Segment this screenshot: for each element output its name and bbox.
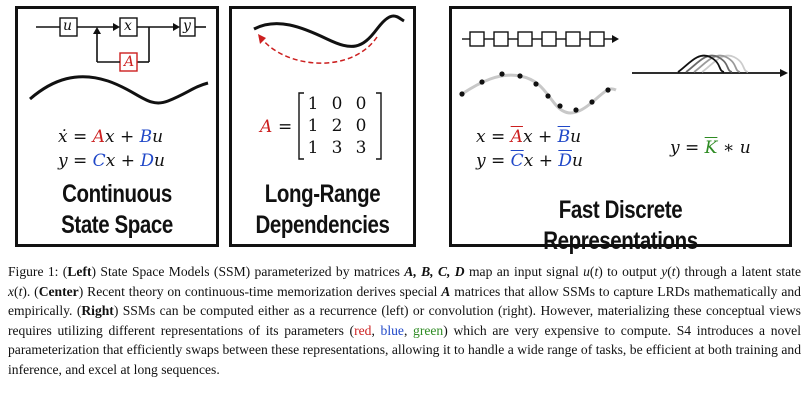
block-diagram (29, 17, 209, 105)
matrix-name: A (260, 117, 273, 137)
matrix-cell: 0 (355, 116, 367, 136)
block-u-label: u (63, 18, 73, 34)
title-state-space: State Space (61, 211, 173, 239)
matrix-cell: 1 (307, 116, 319, 136)
panel-continuous-state-space: u x y A ẋ = Ax + Bu y = Cx + Du Continuo… (15, 6, 219, 247)
recurrence-chain-diagram (462, 31, 619, 47)
figure-label: Figure 1: (8, 264, 59, 279)
sampled-signal-diagram (459, 71, 617, 115)
title-dependencies: Dependencies (255, 211, 390, 239)
equation-output: y = Cx + Du (58, 151, 165, 171)
equation-convolution: y = K ∗ u (670, 138, 751, 158)
matrix-equals: = (278, 117, 293, 137)
title-fast-discrete: Fast Discrete Representations (543, 196, 698, 255)
matrix-cell: 1 (307, 94, 319, 114)
matrix-cell: 3 (331, 138, 343, 158)
matrix-cell: 0 (355, 94, 367, 114)
block-A-label: A (124, 54, 135, 70)
matrix-cell: 0 (331, 94, 343, 114)
convolution-kernel-diagram (632, 54, 788, 77)
matrix-cell: 2 (331, 116, 343, 136)
equation-discrete-state: x = Ax + Bu (476, 127, 582, 147)
matrix-cell: 3 (355, 138, 367, 158)
matrix-brackets (298, 92, 382, 160)
title-long-range: Long-Range (264, 180, 381, 208)
equation-discrete-output: y = Cx + Du (476, 151, 583, 171)
equation-state: ẋ = Ax + Bu (58, 127, 164, 147)
panel-fast-discrete-representations: x = Ax + Bu y = Cx + Du y = K ∗ u Fast D… (449, 6, 792, 255)
figure-caption: Figure 1: (Left) State Space Models (SSM… (8, 264, 801, 377)
matrix-cell: 1 (307, 138, 319, 158)
title-continuous: Continuous (62, 180, 172, 208)
block-y-label: y (183, 18, 191, 34)
lrd-curve-diagram (253, 14, 405, 64)
block-x-label: x (124, 18, 132, 34)
